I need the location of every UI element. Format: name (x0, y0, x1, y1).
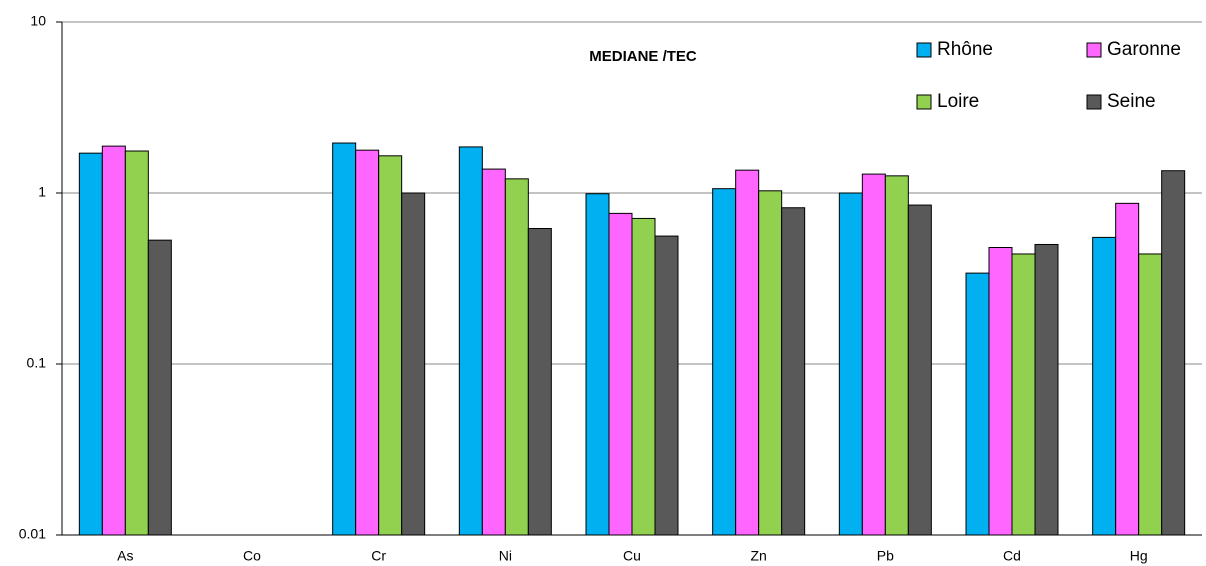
bar (481, 168, 506, 536)
bar (378, 155, 403, 536)
legend-swatch (916, 42, 932, 58)
x-tick-label: Pb (877, 548, 894, 564)
bar (735, 169, 760, 536)
bar (1034, 243, 1059, 536)
bar (758, 190, 783, 536)
bar (1161, 170, 1186, 536)
bar (1115, 202, 1140, 536)
x-tick-label: Ni (499, 548, 512, 564)
bar (78, 152, 103, 536)
x-tick-label: Co (243, 548, 261, 564)
bar (965, 272, 990, 536)
x-tick-label: Cr (371, 548, 386, 564)
x-tick-label: Cd (1003, 548, 1021, 564)
x-tick-label: Cu (623, 548, 641, 564)
bar (631, 217, 656, 536)
bar (884, 175, 909, 536)
bar (1138, 253, 1163, 536)
legend-label: Loire (937, 91, 979, 112)
y-tick-label: 1 (38, 184, 46, 200)
bar (332, 142, 357, 536)
y-tick-label: 0.1 (27, 355, 47, 371)
bar (401, 192, 426, 536)
bar (458, 146, 483, 536)
bar (988, 247, 1013, 536)
bar (781, 207, 806, 536)
bar (907, 204, 932, 536)
bar (101, 145, 126, 536)
legend-label: Seine (1107, 91, 1156, 112)
chart-title: MEDIANE /TEC (589, 48, 697, 65)
bar (585, 193, 610, 536)
legend-swatch (916, 94, 932, 110)
x-tick-label: As (117, 548, 133, 564)
y-tick-label: 0.01 (19, 526, 46, 542)
bar (712, 188, 737, 536)
x-tick-label: Zn (750, 548, 766, 564)
bar (124, 150, 149, 536)
y-tick-label: 10 (30, 13, 46, 29)
bar (355, 149, 380, 536)
bar (654, 235, 679, 536)
legend-label: Garonne (1107, 39, 1181, 60)
bar (147, 239, 172, 536)
bar (861, 173, 886, 536)
bar (527, 228, 552, 536)
legend-label: Rhône (937, 39, 993, 60)
bar (608, 212, 633, 536)
bar (504, 178, 529, 536)
legend-swatch (1086, 42, 1102, 58)
bar (838, 192, 863, 536)
x-tick-label: Hg (1130, 548, 1148, 564)
bar (1011, 253, 1036, 536)
legend-swatch (1086, 94, 1102, 110)
bar (1092, 236, 1117, 536)
